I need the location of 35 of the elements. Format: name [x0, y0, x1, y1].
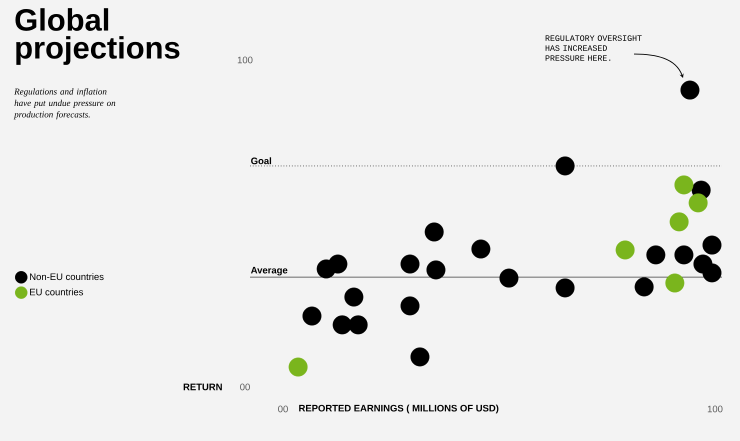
- point: [556, 156, 575, 176]
- point: [688, 193, 708, 212]
- point: [471, 239, 490, 258]
- point: [680, 80, 700, 100]
- point: [426, 260, 446, 280]
- point: [288, 358, 308, 377]
- legend-label: EU countries: [30, 288, 84, 296]
- point: [634, 277, 654, 296]
- point: [400, 254, 420, 274]
- ref-line-label: Goal: [251, 157, 272, 164]
- point: [424, 222, 444, 242]
- point: [646, 245, 666, 264]
- point: [316, 259, 336, 278]
- point: [348, 315, 368, 334]
- point: [674, 245, 694, 264]
- point: [302, 306, 322, 326]
- point: [332, 315, 352, 334]
- point: [344, 288, 364, 307]
- y-axis-title: RETURN: [184, 384, 222, 390]
- point: [665, 274, 684, 292]
- point: [410, 347, 430, 366]
- x-axis-title: REPORTED EARNINGS ( MILLIONS OF USD): [299, 404, 498, 414]
- point: [670, 212, 689, 232]
- point: [616, 240, 635, 260]
- legend-label: Non-EU countries: [30, 273, 104, 280]
- point: [702, 236, 722, 255]
- point: [400, 296, 420, 316]
- annotation: REGULATORY OVERSIGHT HAS INCREASED PRESSURE HERE.: [546, 35, 642, 61]
- point: [674, 175, 694, 194]
- text: Regulations and inflation have put undue pressure on production forecasts.: [14, 88, 116, 120]
- point: [702, 263, 722, 282]
- chart-title: Global projections: [15, 8, 180, 65]
- point: [556, 278, 575, 298]
- ref-line-label: Average: [250, 266, 288, 276]
- point: [499, 268, 518, 288]
